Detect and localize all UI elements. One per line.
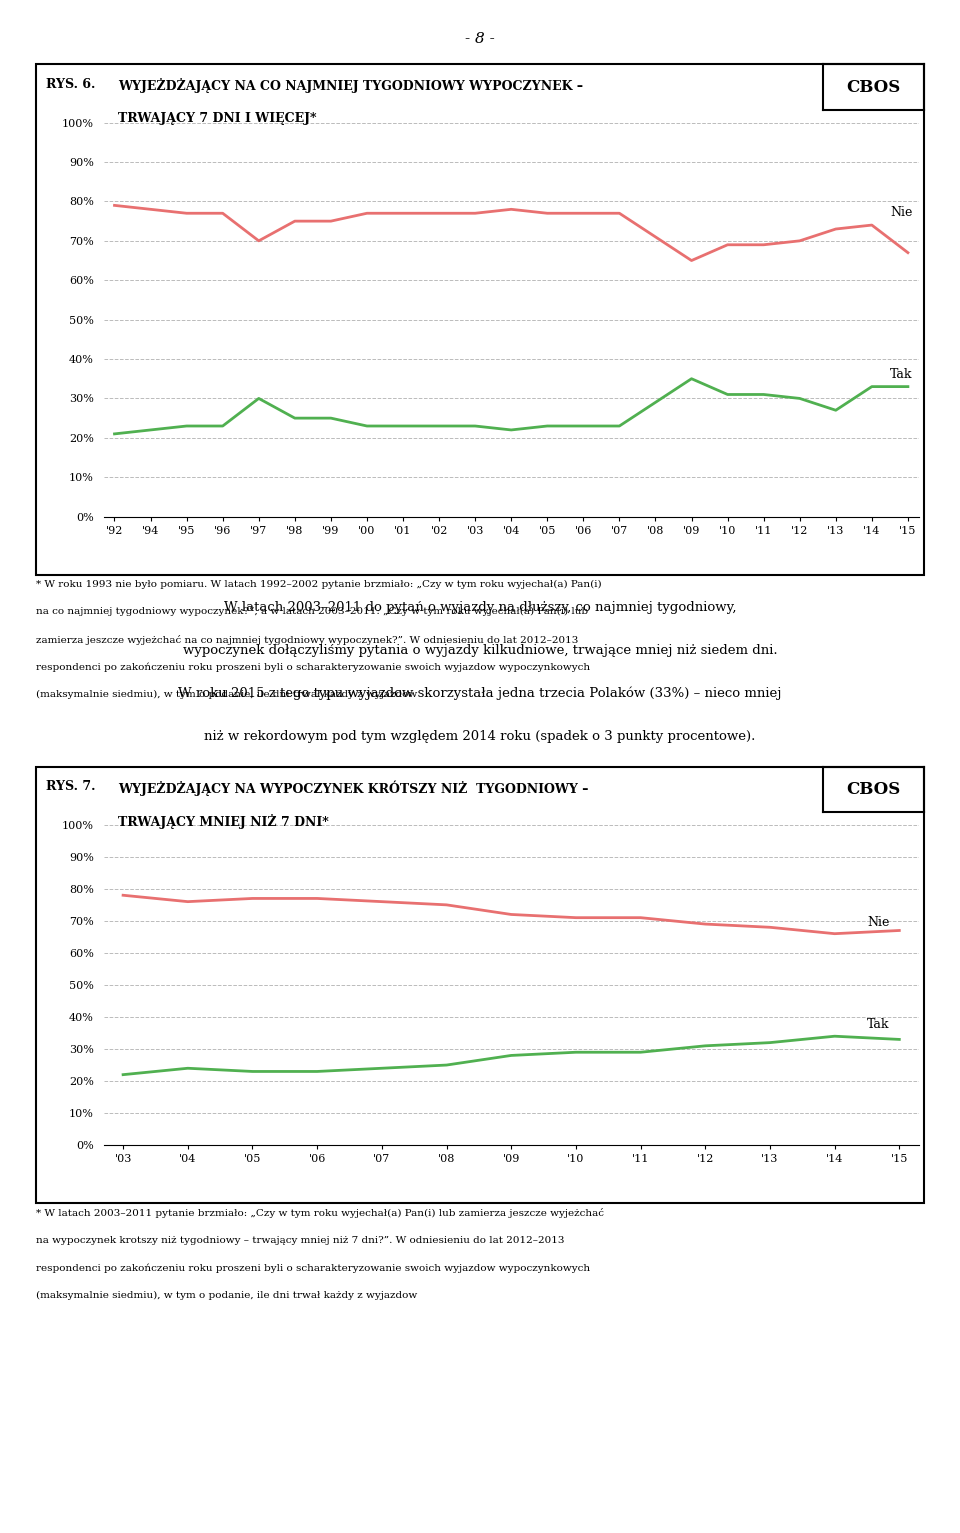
Text: - 8 -: - 8 -: [466, 32, 494, 46]
Text: na co najmniej tygodniowy wypoczynek?”, a w latach 2003–2011: „Czy w tym roku wy: na co najmniej tygodniowy wypoczynek?”, …: [36, 607, 588, 616]
Text: Nie: Nie: [890, 205, 912, 219]
Text: niż w rekordowym pod tym względem 2014 roku (spadek o 3 punkty procentowe).: niż w rekordowym pod tym względem 2014 r…: [204, 730, 756, 742]
Text: zamierza jeszcze wyjeżchać na co najmniej tygodniowy wypoczynek?”. W odniesieniu: zamierza jeszcze wyjeżchać na co najmnie…: [36, 635, 579, 645]
Text: (maksymalnie siedmiu), w tym o podanie, ile dni trwał każdy z wyjazdow: (maksymalnie siedmiu), w tym o podanie, …: [36, 690, 418, 699]
Text: TRWAJĄCY MNIEJ NIŻ 7 DNI*: TRWAJĄCY MNIEJ NIŻ 7 DNI*: [118, 814, 329, 829]
Text: respondenci po zakończeniu roku proszeni byli o scharakteryzowanie swoich wyjazd: respondenci po zakończeniu roku proszeni…: [36, 1263, 590, 1272]
Text: (maksymalnie siedmiu), w tym o podanie, ile dni trwał każdy z wyjazdow: (maksymalnie siedmiu), w tym o podanie, …: [36, 1291, 418, 1300]
Text: * W latach 2003–2011 pytanie brzmiało: „Czy w tym roku wyjechał(a) Pan(i) lub za: * W latach 2003–2011 pytanie brzmiało: „…: [36, 1208, 605, 1219]
Text: * W roku 1993 nie było pomiaru. W latach 1992–2002 pytanie brzmiało: „Czy w tym : * W roku 1993 nie było pomiaru. W latach…: [36, 579, 602, 589]
Text: Nie: Nie: [867, 915, 889, 929]
Text: respondenci po zakończeniu roku proszeni byli o scharakteryzowanie swoich wyjazd: respondenci po zakończeniu roku proszeni…: [36, 662, 590, 671]
Text: CBOS: CBOS: [846, 78, 900, 97]
Text: TRWAJĄCY 7 DNI I WIĘCEJ*: TRWAJĄCY 7 DNI I WIĘCEJ*: [118, 112, 317, 124]
Text: Tak: Tak: [867, 1018, 890, 1032]
Text: WYJEŻDŻAJĄCY NA WYPOCZYNEK KRÓTSZY NIŻ  TYGODNIOWY –: WYJEŻDŻAJĄCY NA WYPOCZYNEK KRÓTSZY NIŻ T…: [118, 780, 588, 796]
Text: RYS. 6.: RYS. 6.: [46, 78, 95, 90]
Text: WYJEŻDŻAJĄCY NA CO NAJMNIEJ TYGODNIOWY WYPOCZYNEK –: WYJEŻDŻAJĄCY NA CO NAJMNIEJ TYGODNIOWY W…: [118, 78, 583, 94]
Text: W latach 2003–2011 do pytań o wyjazdy na dłuższy, co najmniej tygodniowy,: W latach 2003–2011 do pytań o wyjazdy na…: [224, 601, 736, 613]
Text: CBOS: CBOS: [846, 780, 900, 799]
Text: RYS. 7.: RYS. 7.: [46, 780, 96, 793]
Text: Tak: Tak: [890, 368, 912, 380]
Text: na wypoczynek krotszy niż tygodniowy – trwający mniej niż 7 dni?”. W odniesieniu: na wypoczynek krotszy niż tygodniowy – t…: [36, 1236, 565, 1245]
Text: W roku 2015 z tego typu wyjazdow skorzystała jedna trzecia Polaków (33%) – nieco: W roku 2015 z tego typu wyjazdow skorzys…: [179, 687, 781, 701]
Text: wypoczynek dołączyliśmy pytania o wyjazdy kilkudniowe, trwające mniej niż siedem: wypoczynek dołączyliśmy pytania o wyjazd…: [182, 644, 778, 656]
